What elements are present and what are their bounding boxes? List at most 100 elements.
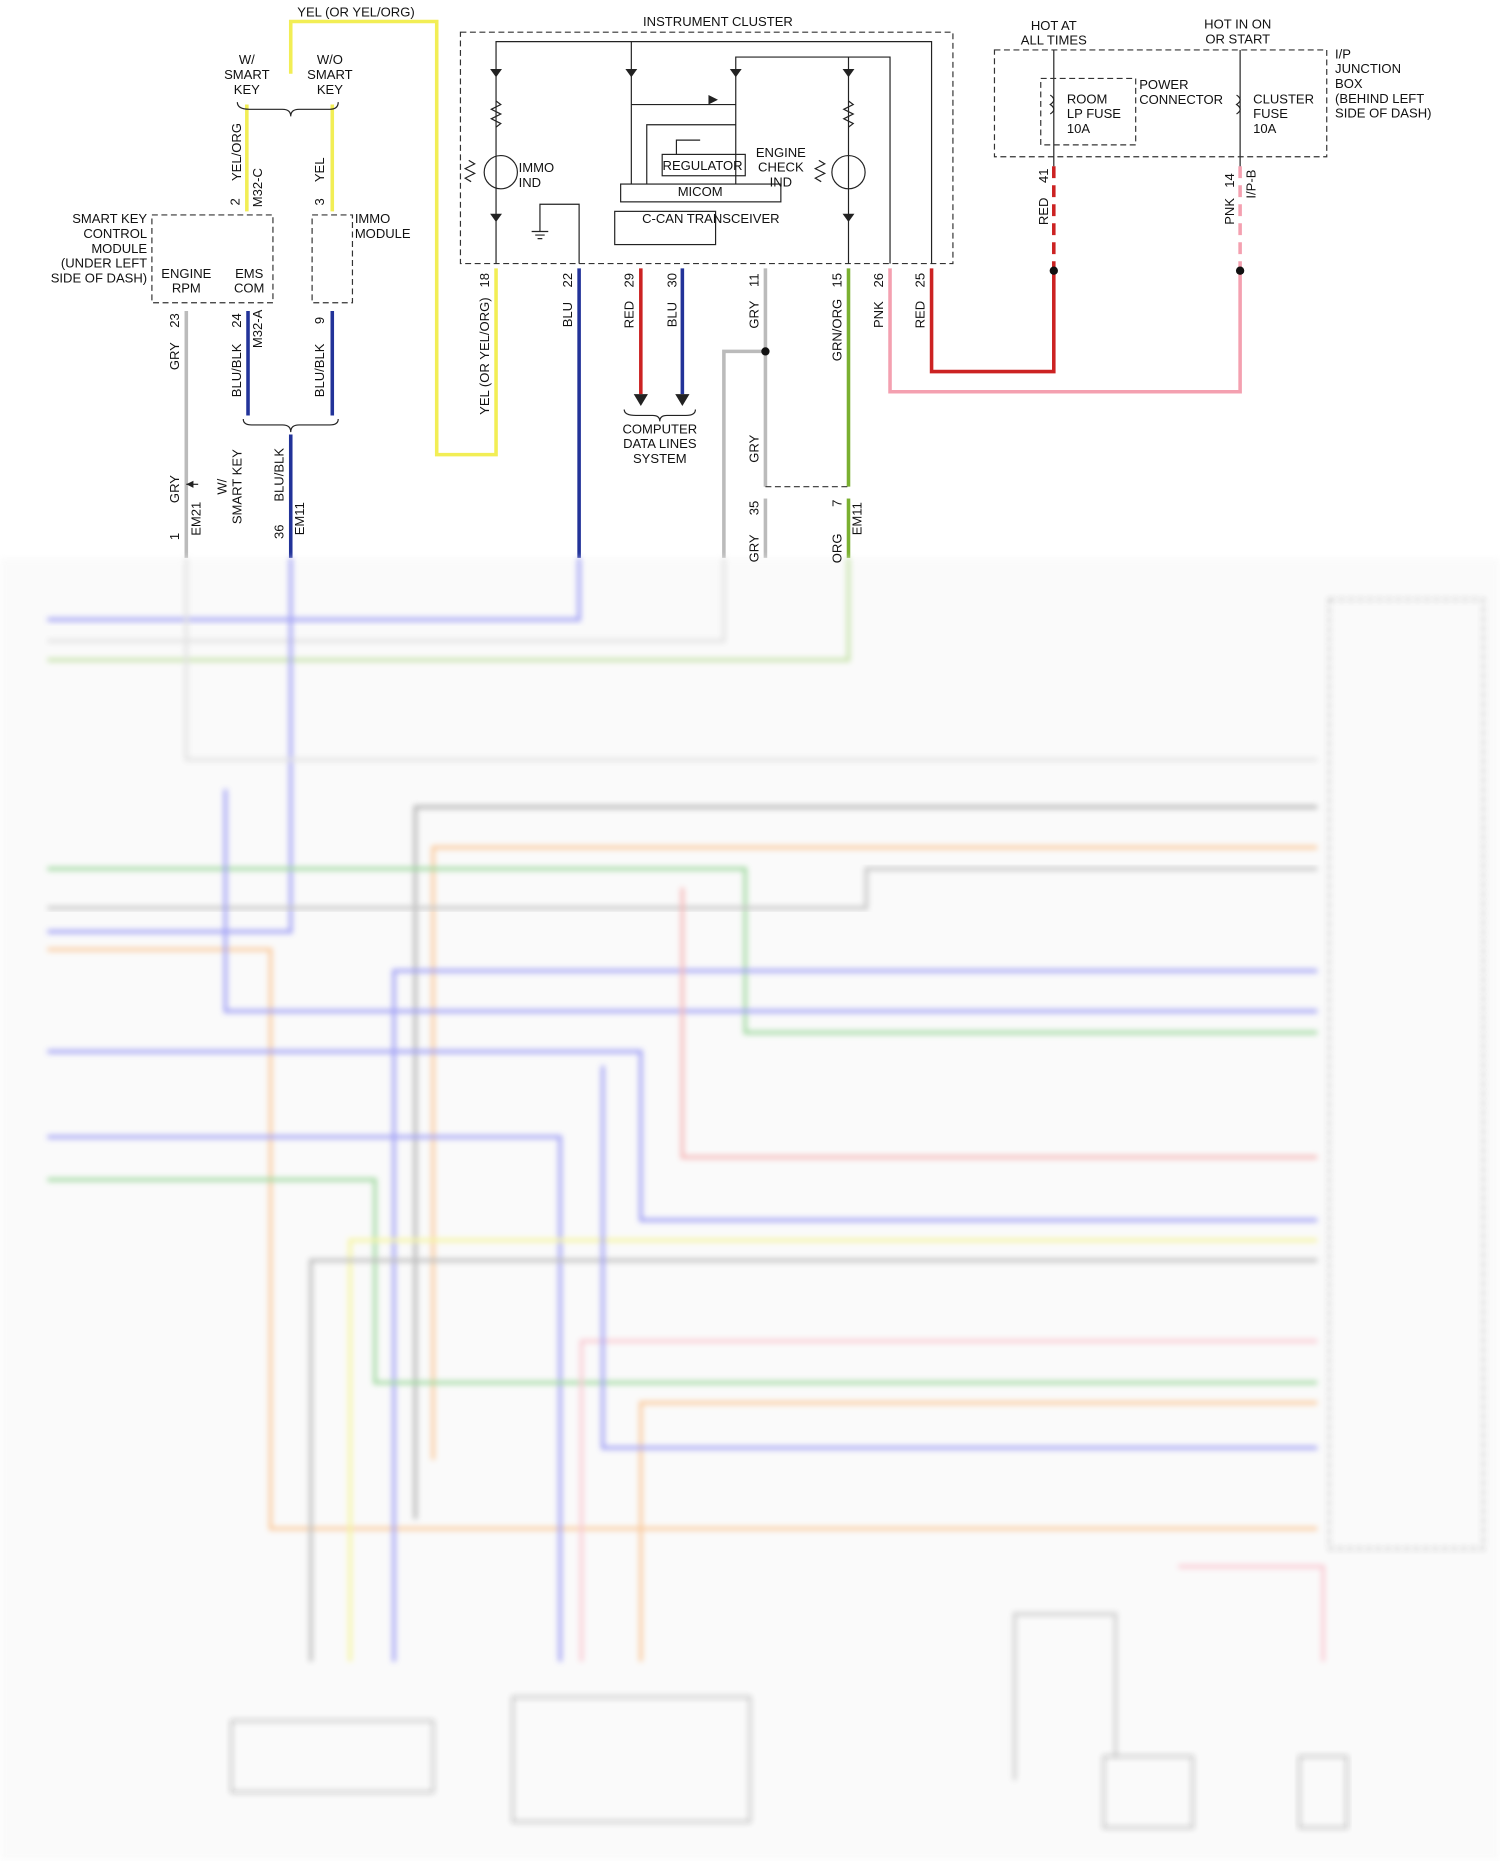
wire-label: BLU/BLK	[272, 448, 287, 502]
component-label-line: MODULE	[355, 226, 411, 241]
wire-label: PNK	[871, 301, 886, 328]
pin-number: 35	[746, 501, 761, 516]
diagram-shape	[47, 1177, 1318, 1385]
diagram-shape	[579, 1339, 1318, 1662]
wire-label: RED	[1036, 198, 1051, 226]
wire-label: GRY	[167, 342, 182, 370]
fuse-label-line: 10A	[1067, 121, 1091, 136]
diagram-shape	[242, 418, 339, 433]
diagram-shape	[459, 31, 954, 265]
wire-label: YEL/ORG	[229, 123, 244, 181]
diagram-shape	[348, 1238, 1318, 1662]
wire-label: GRY	[746, 534, 761, 562]
option-label-line: W/	[215, 478, 230, 494]
diagram-shape	[761, 347, 770, 356]
component-label-line: SMART KEY	[72, 211, 147, 226]
component-label: REGULATOR	[663, 158, 743, 173]
diagram-shape	[735, 56, 891, 264]
diagram-shape	[661, 153, 746, 177]
wire-label: ORG	[829, 534, 844, 564]
indicator-label-line: ENGINE	[756, 145, 806, 160]
pin-number: 2	[228, 198, 243, 205]
fuse-label-line: LP FUSE	[1067, 106, 1121, 121]
power-label-line: ALL TIMES	[1021, 33, 1087, 48]
indicator-label: ENGINE CHECK IND	[756, 145, 806, 190]
wire-label: YEL (OR YEL/ORG)	[297, 5, 414, 20]
option-label-line: SMART KEY	[229, 449, 244, 524]
option-label-line: KEY	[234, 82, 260, 97]
option-label: W/SMART KEY	[215, 449, 245, 524]
pin-number: 9	[312, 317, 327, 324]
fuse-label-line: FUSE	[1253, 106, 1288, 121]
diagram-shape	[1178, 1564, 1325, 1662]
component-label: C-CAN TRANSCEIVER	[642, 211, 780, 226]
diagram-shape	[47, 557, 726, 643]
wire-label: BLU	[664, 302, 679, 327]
diagram-shape	[47, 557, 851, 662]
component-label-line: I/P	[1335, 46, 1351, 61]
diagram-shape	[413, 805, 1318, 1520]
option-label: W/O SMART KEY	[307, 52, 352, 97]
component-label-line: SYSTEM	[633, 451, 687, 466]
fuse-label: ROOM LP FUSE 10A	[1067, 91, 1121, 136]
component-label-line: POWER	[1139, 77, 1188, 92]
diagram-shape	[0, 557, 1500, 1861]
wire-label: YEL	[312, 157, 327, 182]
diagram-shape	[646, 124, 736, 185]
diagram-shape	[47, 1135, 562, 1662]
diagram-shape	[1040, 77, 1137, 146]
diagram-shape	[1012, 1612, 1118, 1781]
connector-label: M32-A	[250, 309, 265, 348]
option-label-line: SMART	[307, 67, 352, 82]
diagram-shape	[463, 159, 827, 183]
indicator-label: IMMO IND	[519, 160, 555, 190]
diagram-shape	[633, 394, 690, 406]
power-label-line: HOT AT	[1031, 18, 1077, 33]
fuse-label-line: 10A	[1253, 121, 1277, 136]
diagram-shape	[842, 100, 855, 128]
pin-number: 22	[560, 273, 575, 288]
component-label-line: CONNECTOR	[1139, 92, 1223, 107]
component-label-line: (BEHIND LEFT	[1335, 91, 1424, 106]
diagram-shape	[675, 139, 701, 155]
diagram-shape	[531, 230, 549, 240]
diagram-shape	[230, 1720, 434, 1793]
wire-label: BLU/BLK	[229, 343, 244, 397]
diagram-shape	[47, 947, 1318, 1531]
power-label: HOT AT ALL TIMES	[1021, 18, 1087, 48]
diagram-shape	[888, 268, 1242, 394]
wire-label: BLU	[560, 302, 575, 327]
diagram-shape	[483, 154, 518, 190]
component-label-line: DATA LINES	[623, 436, 697, 451]
indicator-label-line: CHECK	[758, 160, 804, 175]
pin-number: 36	[272, 525, 287, 540]
wire-label: YEL (OR YEL/ORG)	[477, 297, 492, 414]
option-label: W/SMART KEY	[224, 52, 269, 97]
diagram-shape	[1235, 94, 1241, 115]
diagram-shape	[47, 867, 1318, 910]
wire-label: RED	[622, 301, 637, 329]
component-label: COMPUTER DATA LINES SYSTEM	[622, 421, 697, 466]
option-label-line: SMART	[224, 67, 269, 82]
diagram-shape	[47, 557, 581, 622]
component-label-line: COMPUTER	[622, 421, 697, 436]
indicator-label-line: IND	[519, 175, 541, 190]
component-label-line: SIDE OF DASH)	[51, 271, 147, 286]
diagram-shape	[186, 480, 194, 488]
component-label: IMMO MODULE	[355, 211, 411, 241]
connector-label: M32-C	[250, 168, 265, 207]
diagram-shape	[722, 349, 766, 558]
diagram-shape	[1328, 598, 1484, 1550]
pin-number: 15	[829, 273, 844, 288]
pin-number: 18	[477, 273, 492, 288]
pin-number: 11	[746, 273, 761, 287]
pin-number: 26	[871, 273, 886, 288]
wire-label: BLU/BLK	[312, 343, 327, 397]
component-label: SMART KEY CONTROL MODULE (UNDER LEFT SIDE OF…	[51, 211, 148, 285]
pin-number: 1	[167, 533, 182, 540]
component-label: I/P JUNCTION BOX (BEHIND LEFT SIDE OF DASH)	[1335, 46, 1431, 120]
pin-function-line: COM	[234, 281, 264, 296]
fuse-label: CLUSTER FUSE 10A	[1253, 91, 1314, 136]
